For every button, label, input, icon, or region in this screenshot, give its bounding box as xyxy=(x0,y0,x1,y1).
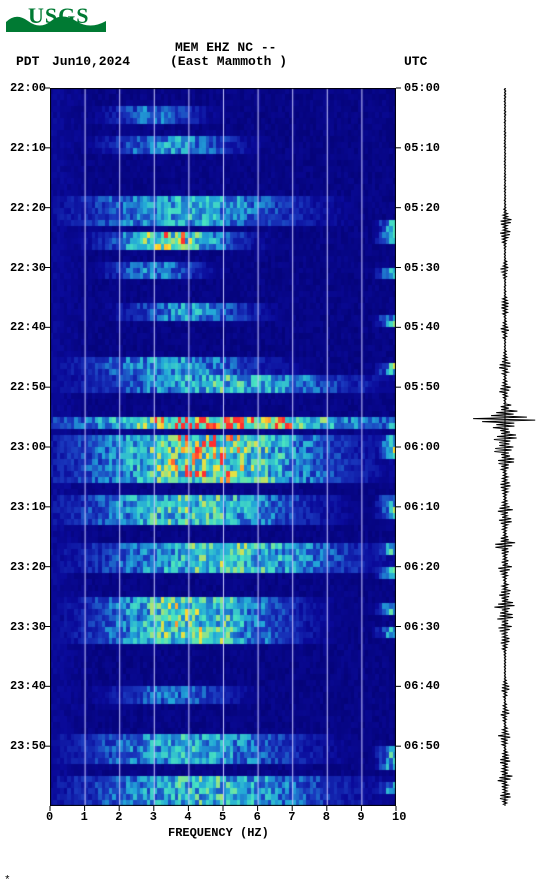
tick-overlay xyxy=(0,0,552,893)
